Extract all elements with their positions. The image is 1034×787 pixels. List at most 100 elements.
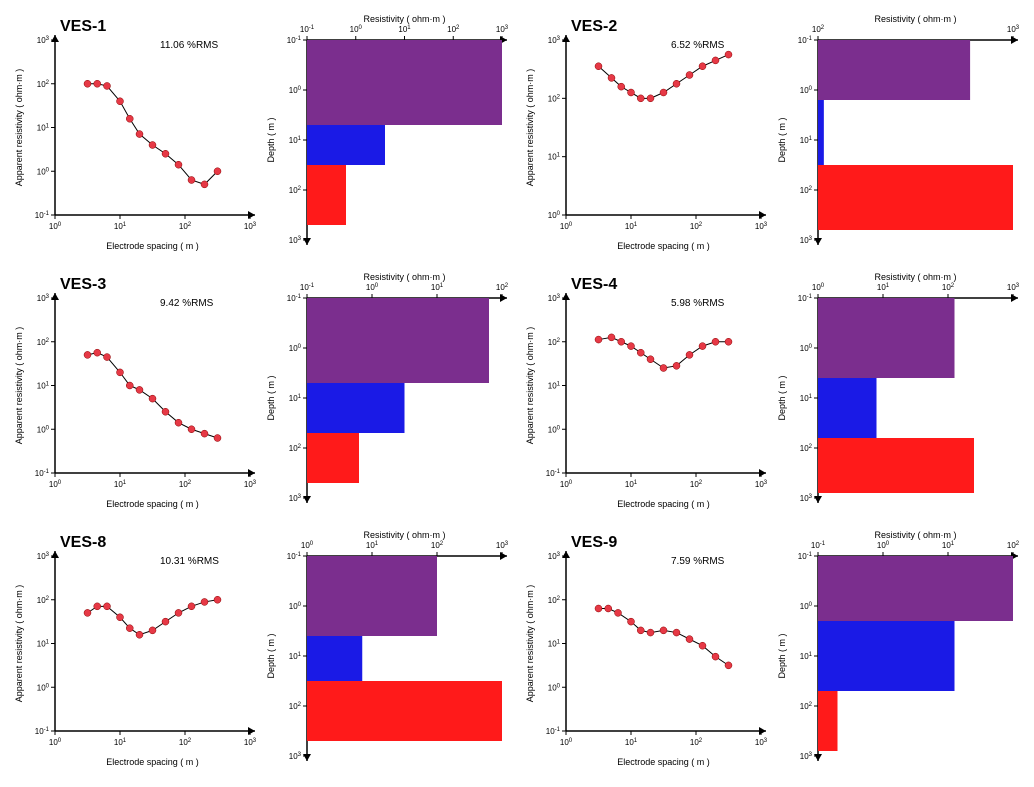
svg-text:102: 102 [811,25,824,34]
svg-text:101: 101 [37,124,50,133]
sounding-curve: 100101102103100101102103Electrode spacin… [521,10,773,260]
svg-text:102: 102 [288,702,301,711]
svg-text:100: 100 [548,211,561,220]
svg-text:100: 100 [811,283,824,292]
svg-text:102: 102 [288,444,301,453]
svg-text:101: 101 [114,480,127,489]
svg-text:Depth ( m ): Depth ( m ) [266,633,276,678]
chart-grid: VES-111.06 %RMS10010110210310-1100101102… [10,10,1024,776]
svg-text:100: 100 [799,86,812,95]
chart-panel: VES-111.06 %RMS10010110210310-1100101102… [10,10,513,260]
sounding-curve: 10010110210310-1100101102103Electrode sp… [521,526,773,776]
svg-text:Electrode spacing ( m ): Electrode spacing ( m ) [617,757,710,767]
svg-text:101: 101 [625,480,638,489]
svg-text:103: 103 [755,480,768,489]
svg-text:100: 100 [288,86,301,95]
svg-text:100: 100 [548,683,561,692]
svg-text:103: 103 [755,738,768,747]
svg-text:Resistivity ( ohm·m ): Resistivity ( ohm·m ) [363,272,445,282]
svg-text:10-1: 10-1 [35,211,50,220]
svg-text:103: 103 [37,294,50,303]
svg-text:Depth ( m ): Depth ( m ) [777,375,787,420]
svg-text:101: 101 [625,222,638,231]
svg-text:100: 100 [560,480,573,489]
svg-text:102: 102 [37,80,50,89]
svg-text:10-1: 10-1 [286,552,301,561]
svg-text:103: 103 [548,552,561,561]
svg-text:101: 101 [548,382,561,391]
svg-text:101: 101 [799,394,812,403]
svg-text:101: 101 [288,136,301,145]
svg-text:Apparent resistivity ( ohm·m ): Apparent resistivity ( ohm·m ) [525,69,535,187]
svg-text:102: 102 [690,222,703,231]
svg-text:Electrode spacing ( m ): Electrode spacing ( m ) [106,499,199,509]
svg-text:10-1: 10-1 [35,727,50,736]
sounding-curve: 10010110210310-1100101102103Electrode sp… [521,268,773,518]
svg-text:101: 101 [799,652,812,661]
svg-text:Apparent resistivity ( ohm·m ): Apparent resistivity ( ohm·m ) [525,327,535,445]
svg-text:10-1: 10-1 [797,36,812,45]
svg-text:100: 100 [49,480,62,489]
svg-text:100: 100 [365,283,378,292]
svg-text:102: 102 [941,283,954,292]
svg-text:Resistivity ( ohm·m ): Resistivity ( ohm·m ) [874,272,956,282]
svg-text:Apparent resistivity ( ohm·m ): Apparent resistivity ( ohm·m ) [14,69,24,187]
svg-text:103: 103 [799,494,812,503]
svg-text:102: 102 [548,338,561,347]
svg-text:102: 102 [37,338,50,347]
svg-text:102: 102 [179,222,192,231]
chart-panel: VES-39.42 %RMS10010110210310-11001011021… [10,268,513,518]
svg-text:100: 100 [37,683,50,692]
depth-model: 10-110010110210-1100101102103Resistivity… [773,526,1025,776]
svg-text:100: 100 [799,344,812,353]
svg-text:102: 102 [495,283,508,292]
svg-text:10-1: 10-1 [797,552,812,561]
svg-text:102: 102 [690,480,703,489]
svg-text:101: 101 [37,382,50,391]
svg-text:10-1: 10-1 [546,727,561,736]
svg-text:102: 102 [179,480,192,489]
svg-text:103: 103 [495,25,508,34]
svg-text:Depth ( m ): Depth ( m ) [266,375,276,420]
svg-text:103: 103 [288,494,301,503]
svg-text:103: 103 [244,480,257,489]
svg-text:101: 101 [548,153,561,162]
svg-text:102: 102 [548,94,561,103]
svg-text:101: 101 [941,541,954,550]
svg-text:10-1: 10-1 [299,25,314,34]
svg-text:101: 101 [548,640,561,649]
sounding-curve: 10010110210310-1100101102103Electrode sp… [10,10,262,260]
svg-text:Apparent resistivity ( ohm·m ): Apparent resistivity ( ohm·m ) [14,327,24,445]
svg-text:101: 101 [114,738,127,747]
svg-text:102: 102 [288,186,301,195]
svg-text:101: 101 [625,738,638,747]
svg-text:101: 101 [37,640,50,649]
svg-text:Resistivity ( ohm·m ): Resistivity ( ohm·m ) [363,530,445,540]
svg-text:10-1: 10-1 [546,469,561,478]
svg-text:103: 103 [288,752,301,761]
chart-panel: VES-45.98 %RMS10010110210310-11001011021… [521,268,1024,518]
svg-text:103: 103 [548,36,561,45]
depth-model: 10210310-1100101102103Resistivity ( ohm·… [773,10,1025,260]
svg-text:Depth ( m ): Depth ( m ) [777,633,787,678]
svg-text:101: 101 [430,283,443,292]
svg-text:100: 100 [37,167,50,176]
depth-model: 10-110010110210-1100101102103Resistivity… [262,268,514,518]
svg-text:103: 103 [548,294,561,303]
chart-panel: VES-810.31 %RMS10010110210310-1100101102… [10,526,513,776]
svg-text:100: 100 [300,541,313,550]
svg-text:10-1: 10-1 [797,294,812,303]
svg-text:100: 100 [37,425,50,434]
svg-text:101: 101 [799,136,812,145]
svg-text:100: 100 [288,344,301,353]
depth-model: 10010110210310-1100101102103Resistivity … [773,268,1025,518]
svg-text:10-1: 10-1 [810,541,825,550]
svg-text:101: 101 [876,283,889,292]
svg-text:10-1: 10-1 [299,283,314,292]
svg-text:103: 103 [288,236,301,245]
svg-text:103: 103 [244,738,257,747]
svg-text:100: 100 [49,222,62,231]
svg-text:102: 102 [430,541,443,550]
svg-text:100: 100 [288,602,301,611]
svg-text:100: 100 [349,25,362,34]
